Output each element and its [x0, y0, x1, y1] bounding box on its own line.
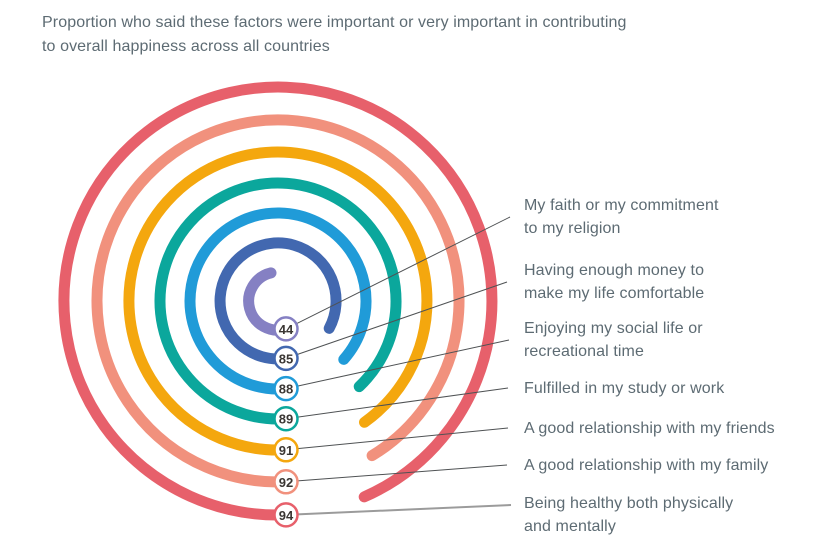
badge-value-text-91: 91 [279, 443, 293, 458]
factor-label-faith: My faith or my commitment to my religion [524, 197, 719, 237]
chart-title-line-1: Proportion who said these factors were i… [42, 14, 627, 31]
value-badge-85 [273, 345, 299, 372]
connector-line-88 [285, 339, 510, 390]
badge-value-text-85: 85 [279, 351, 293, 366]
value-badge-44 [273, 316, 299, 342]
chart-title: Proportion who said these factors were i… [42, 11, 626, 59]
value-badge-94 [273, 502, 299, 528]
connector-line-89 [285, 387, 509, 420]
factor-label-family: A good relationship with my family [524, 457, 769, 474]
value-badge-89 [273, 405, 299, 432]
connector-line-94 [285, 504, 512, 516]
connector-line-44 [285, 216, 511, 330]
badge-value-text-94: 94 [279, 508, 294, 523]
badge-value-text-89: 89 [279, 412, 293, 427]
factor-label-health: Being healthy both physically and mental… [524, 495, 734, 535]
value-badge-92 [273, 469, 299, 495]
badge-value-text-88: 88 [279, 382, 293, 397]
badge-value-text-92: 92 [279, 475, 293, 490]
factor-label-work: Fulfilled in my study or work [524, 380, 725, 397]
factor-label-friends: A good relationship with my friends [524, 420, 775, 437]
ring-arc-85 [214, 237, 342, 365]
value-badge-88 [273, 375, 299, 402]
connector-line-92 [285, 464, 508, 483]
connector-line-91 [285, 427, 509, 451]
connector-line-85 [285, 281, 508, 359]
ring-arc-92 [91, 114, 465, 488]
value-badge-91 [273, 437, 299, 463]
chart-title-line-2: to overall happiness across all countrie… [42, 38, 330, 55]
ring-arc-91 [123, 146, 433, 456]
badge-value-text-44: 44 [279, 322, 294, 337]
factor-label-money: Having enough money to make my life comf… [524, 262, 705, 302]
factor-label-social: Enjoying my social life or recreational … [524, 320, 703, 360]
ring-arc-94 [58, 81, 498, 521]
ring-arc-89 [154, 177, 402, 425]
